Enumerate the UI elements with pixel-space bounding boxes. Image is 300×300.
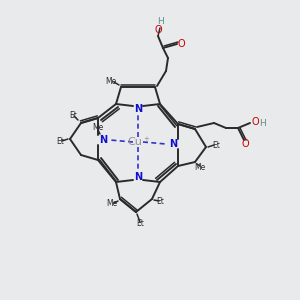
Text: Me: Me	[194, 163, 206, 172]
Text: N: N	[169, 139, 177, 149]
Text: O: O	[154, 25, 162, 35]
Text: Et: Et	[156, 197, 164, 206]
Text: N: N	[134, 104, 142, 114]
Text: Me: Me	[106, 200, 118, 208]
Text: Cu: Cu	[128, 137, 142, 147]
Text: Et: Et	[56, 136, 64, 146]
Text: O: O	[241, 139, 249, 149]
Text: Me: Me	[105, 77, 117, 86]
Text: Me: Me	[92, 124, 104, 133]
Text: Et: Et	[69, 110, 77, 119]
Text: H: H	[259, 119, 266, 128]
Text: N: N	[134, 172, 142, 182]
Text: N: N	[99, 135, 107, 145]
Text: +: +	[143, 136, 149, 142]
Text: Et: Et	[212, 140, 220, 149]
Text: Et: Et	[136, 220, 144, 229]
Text: O: O	[177, 39, 185, 49]
Text: H: H	[158, 17, 164, 26]
Text: O: O	[251, 117, 259, 127]
